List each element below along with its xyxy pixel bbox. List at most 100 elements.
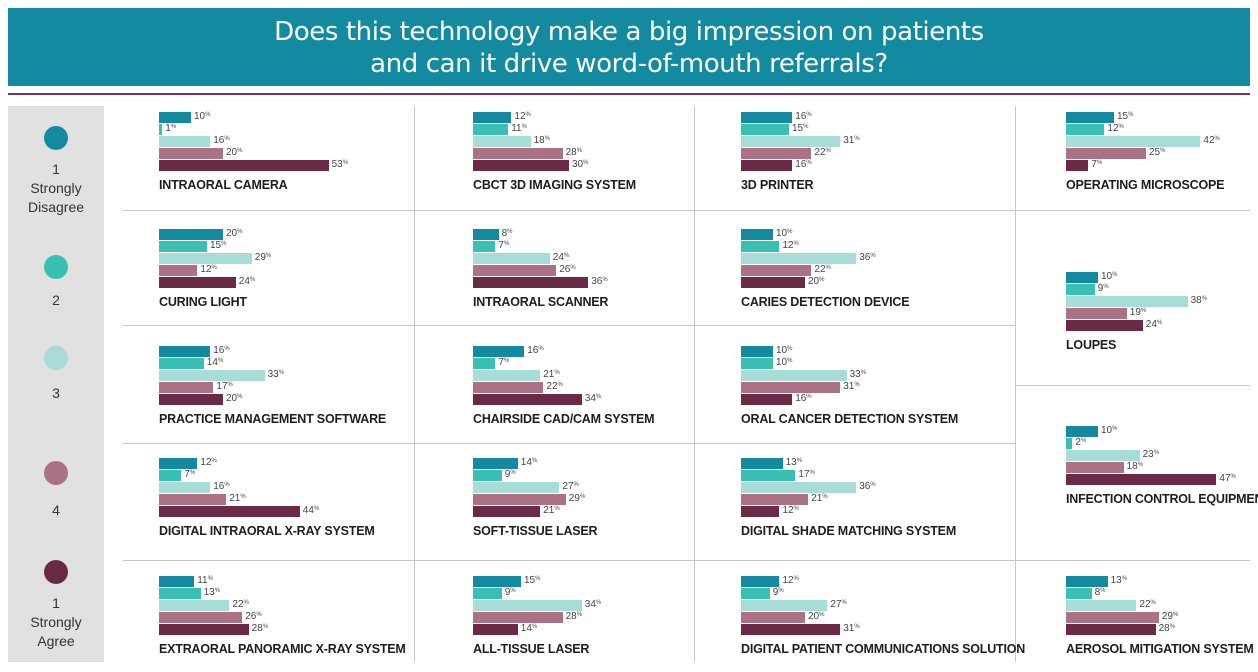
value-label-loupes-4: 19% [1129,307,1147,319]
grid-vline [414,106,415,662]
bar-practice-management-software-3 [159,370,265,382]
bar-digital-intraoral-x-ray-system-1 [159,458,198,469]
value-label-loupes-1: 10% [1101,271,1118,282]
value-label-infection-control-equipment-3: 23% [1142,449,1160,461]
value-label-extraoral-panoramic-x-ray-system-5: 28% [251,623,269,635]
bar-operating-microscope-4 [1066,148,1146,160]
legend-swatch-5 [44,560,68,584]
panel-title-chairside-cad-cam-system: CHAIRSIDE CAD/CAM SYSTEM [473,411,655,426]
bar-intraoral-camera-3 [159,136,211,148]
value-label-digital-shade-matching-system-3: 36% [859,481,876,493]
bar-practice-management-software-2 [159,358,204,370]
bar-operating-microscope-2 [1066,124,1105,136]
bar-digital-shade-matching-system-3 [741,482,857,494]
panel-title-soft-tissue-laser: SOFT-TISSUE LASER [473,523,598,538]
legend-item-5: 1 Strongly Agree [8,560,104,651]
bar-digital-shade-matching-system-5 [741,506,780,518]
bar-digital-patient-communications-solution-5 [741,624,841,636]
bar-all-tissue-laser-3 [473,600,582,612]
value-label-all-tissue-laser-4: 28% [565,611,583,623]
bar-digital-intraoral-x-ray-system-4 [159,494,227,506]
value-label-soft-tissue-laser-4: 29% [568,493,586,505]
value-label-intraoral-scanner-3: 24% [552,252,570,264]
legend-item-1: 1 Strongly Disagree [8,126,104,217]
panel-title-caries-detection-device: CARIES DETECTION DEVICE [741,294,910,309]
bar-aerosol-mitigation-system-2 [1066,588,1092,600]
legend-label-5: Strongly Agree [30,614,82,649]
value-label-infection-control-equipment-2: 2% [1075,437,1087,449]
bar-intraoral-camera-5 [159,160,329,172]
panel-title-intraoral-scanner: INTRAORAL SCANNER [473,294,609,309]
grid-hline [1015,210,1250,211]
value-label-aerosol-mitigation-system-1: 13% [1110,575,1128,586]
value-label-intraoral-camera-2: 1% [165,123,177,135]
legend-swatch-1 [44,126,68,150]
value-label-aerosol-mitigation-system-5: 28% [1158,623,1176,635]
value-label-intraoral-camera-5: 53% [331,159,349,171]
bar-operating-microscope-3 [1066,136,1201,148]
value-label-infection-control-equipment-1: 10% [1101,425,1118,436]
panel-title-oral-cancer-detection-system: ORAL CANCER DETECTION SYSTEM [741,411,959,426]
bar-cbct-3d-imaging-system-2 [473,124,509,136]
bar-practice-management-software-1 [159,346,211,357]
value-label-extraoral-panoramic-x-ray-system-1: 11% [197,575,213,586]
bar-intraoral-camera-2 [159,124,163,136]
bar-extraoral-panoramic-x-ray-system-1 [159,576,195,587]
value-label-aerosol-mitigation-system-2: 8% [1094,587,1106,599]
bar-intraoral-scanner-1 [473,229,499,240]
bar-digital-patient-communications-solution-3 [741,600,828,612]
value-label-digital-patient-communications-solution-1: 12% [782,575,799,586]
bar-soft-tissue-laser-4 [473,494,566,506]
value-label-practice-management-software-3: 33% [267,369,285,381]
legend-item-4: 4 [8,461,104,520]
value-label-cbct-3d-imaging-system-1: 12% [514,111,531,122]
value-label-oral-cancer-detection-system-4: 31% [843,381,860,393]
bar-extraoral-panoramic-x-ray-system-3 [159,600,230,612]
bar-curing-light-1 [159,229,223,240]
bar-all-tissue-laser-1 [473,576,521,587]
value-label-extraoral-panoramic-x-ray-system-2: 13% [203,587,221,599]
bar-operating-microscope-5 [1066,160,1089,172]
value-label-intraoral-scanner-5: 36% [591,276,608,288]
value-label-chairside-cad-cam-system-3: 21% [543,369,560,381]
bar-digital-patient-communications-solution-1 [741,576,780,587]
grid-hline [123,443,1015,444]
bar-infection-control-equipment-1 [1066,426,1098,437]
panel-title-aerosol-mitigation-system: AEROSOL MITIGATION SYSTEM [1066,641,1254,656]
panel-title-curing-light: CURING LIGHT [159,294,247,309]
legend-number-5: 1 [52,595,60,611]
bar-chairside-cad-cam-system-1 [473,346,525,357]
grid-hline [123,210,1015,211]
value-label-aerosol-mitigation-system-4: 29% [1161,611,1179,623]
grid-hline [1015,385,1250,386]
value-label-caries-detection-device-3: 36% [859,252,876,264]
value-label-cbct-3d-imaging-system-4: 28% [565,147,583,159]
bar-3d-printer-5 [741,160,793,172]
legend-number-3: 3 [52,385,60,401]
bar-infection-control-equipment-2 [1066,438,1073,450]
value-label-practice-management-software-2: 14% [206,357,224,369]
bar-practice-management-software-4 [159,382,214,394]
bar-all-tissue-laser-2 [473,588,502,600]
value-label-all-tissue-laser-2: 9% [504,587,516,599]
bar-chairside-cad-cam-system-2 [473,358,496,370]
bar-chairside-cad-cam-system-3 [473,370,541,382]
value-label-curing-light-1: 20% [226,228,243,239]
legend-item-2: 2 [8,255,104,310]
value-label-operating-microscope-1: 15% [1117,111,1134,122]
bar-aerosol-mitigation-system-1 [1066,576,1108,587]
bar-operating-microscope-1 [1066,112,1114,123]
title-line-1: Does this technology make a big impressi… [274,17,984,47]
bar-intraoral-camera-4 [159,148,223,160]
value-label-soft-tissue-laser-2: 9% [504,469,516,481]
title-banner: Does this technology make a big impressi… [8,8,1250,86]
value-label-operating-microscope-2: 12% [1107,123,1124,135]
bar-infection-control-equipment-4 [1066,462,1124,474]
value-label-oral-cancer-detection-system-2: 10% [776,357,793,369]
bar-aerosol-mitigation-system-5 [1066,624,1156,636]
value-label-digital-patient-communications-solution-4: 20% [808,611,825,623]
value-label-all-tissue-laser-5: 14% [520,623,538,635]
value-label-chairside-cad-cam-system-2: 7% [498,357,510,369]
bar-soft-tissue-laser-5 [473,506,541,518]
value-label-intraoral-camera-1: 10% [194,111,211,122]
